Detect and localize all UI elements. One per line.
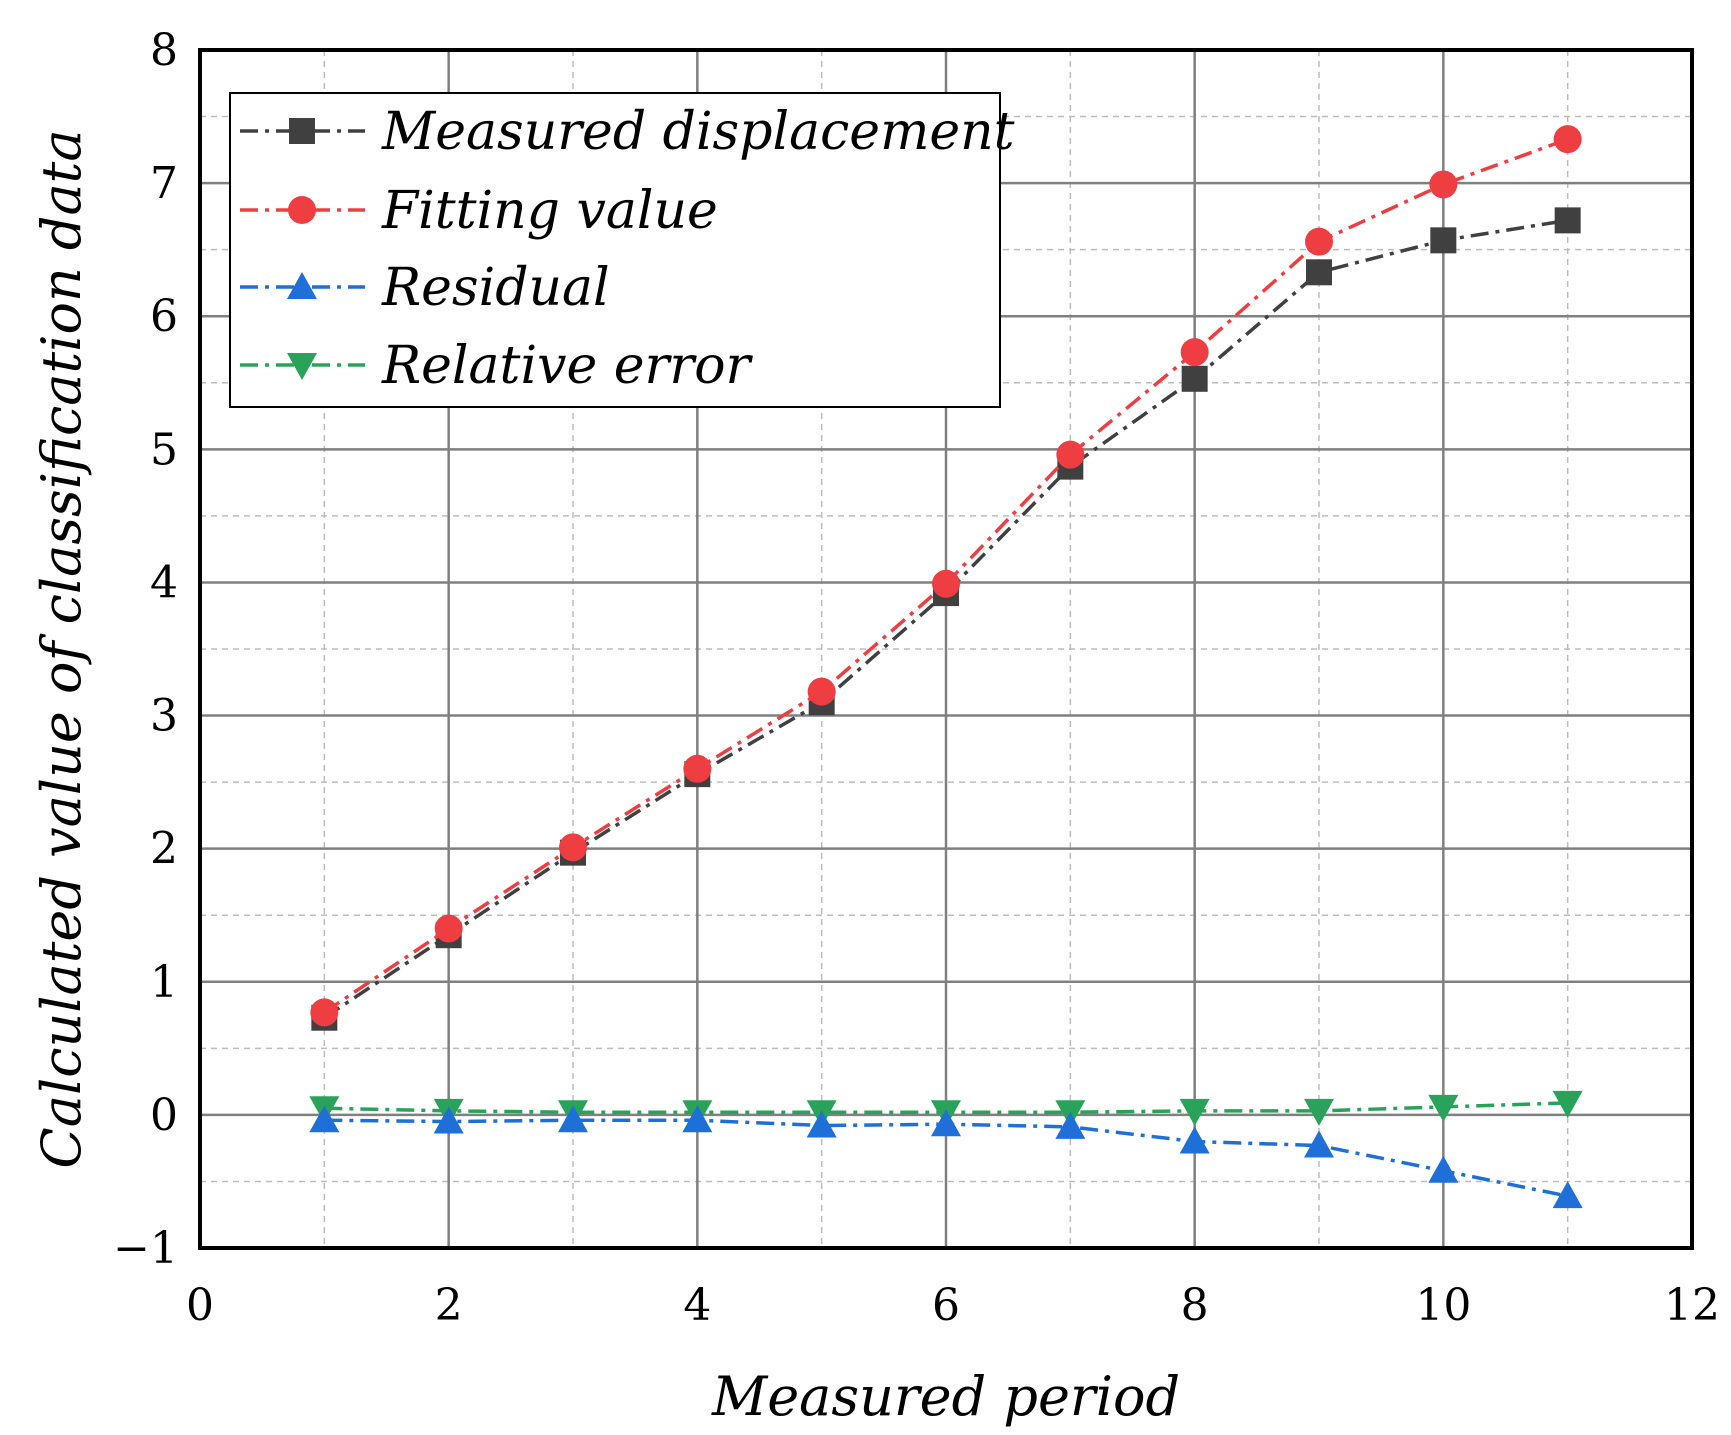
data-point-relative-error (1428, 1094, 1459, 1122)
y-tick-label: 5 (150, 424, 178, 475)
data-point-residual (433, 1106, 464, 1134)
data-point-fitting-value (932, 569, 960, 598)
data-point-fitting-value (434, 914, 463, 943)
data-point-residual (558, 1105, 588, 1133)
data-point-residual (309, 1105, 340, 1133)
x-tick-label: 2 (435, 1280, 463, 1331)
y-tick-label: 7 (150, 158, 178, 209)
x-tick-label: 6 (932, 1280, 960, 1331)
data-point-fitting-value (683, 754, 712, 783)
data-point-measured-displacement (1181, 365, 1208, 392)
data-point-relative-error (1179, 1098, 1210, 1126)
x-tick-label: 8 (1181, 1280, 1209, 1331)
y-tick-label: 1 (150, 957, 178, 1008)
data-point-residual (806, 1110, 837, 1138)
data-point-relative-error (1304, 1098, 1334, 1126)
series-residual (309, 1105, 1583, 1209)
plot-frame (198, 48, 1694, 1250)
x-tick-label: 0 (186, 1280, 214, 1331)
legend-box (229, 92, 1001, 408)
data-point-residual (1428, 1155, 1459, 1183)
x-tick-label: 4 (683, 1280, 711, 1331)
data-point-fitting-value (1429, 170, 1458, 199)
data-point-measured-displacement (1306, 259, 1332, 286)
legend-swatch-marker-fitting-value (288, 196, 316, 224)
data-point-relative-error (1552, 1090, 1583, 1118)
x-tick-labels: 0 2 4 6 8 10 12 (186, 1280, 1720, 1331)
legend-label-measured-displacement: Measured displacement (381, 102, 1015, 162)
x-tick-label: 12 (1664, 1280, 1720, 1331)
data-point-residual (931, 1109, 961, 1137)
data-point-fitting-value (1305, 227, 1333, 256)
y-tick-label: 8 (150, 25, 178, 76)
series-fitting-value (310, 125, 1582, 1027)
data-point-residual (1304, 1130, 1334, 1158)
legend-label-relative-error: Relative error (381, 336, 754, 396)
y-tick-label: −1 (113, 1223, 178, 1274)
data-point-fitting-value (1180, 338, 1209, 367)
legend-label-residual: Residual (381, 258, 610, 318)
data-point-fitting-value (559, 833, 587, 862)
data-point-fitting-value (310, 998, 339, 1027)
x-axis-title: Measured period (711, 1365, 1180, 1428)
data-point-residual (682, 1105, 713, 1133)
data-point-residual (1055, 1111, 1086, 1139)
legend-label-fitting-value: Fitting value (381, 181, 718, 241)
y-tick-label: 0 (150, 1090, 178, 1141)
data-point-fitting-value (1553, 125, 1582, 154)
data-point-residual (1552, 1181, 1583, 1209)
data-point-fitting-value (1056, 440, 1085, 469)
series-layer (309, 125, 1583, 1209)
data-point-measured-displacement (1554, 207, 1581, 234)
data-point-residual (1179, 1126, 1210, 1154)
y-axis-title: Calculated value of classification data (30, 129, 93, 1168)
data-point-fitting-value (807, 677, 836, 706)
legend-swatch-marker-relative-error (287, 353, 317, 380)
legend: Measured displacement Fitting value Residu… (229, 92, 1015, 408)
data-point-measured-displacement (1430, 227, 1457, 254)
y-tick-labels: −1 0 1 2 3 4 5 6 7 8 (113, 25, 178, 1274)
legend-swatch-marker-residual (287, 272, 317, 299)
y-tick-label: 4 (150, 557, 178, 608)
y-tick-label: 2 (150, 824, 178, 875)
legend-swatch-marker-measured-displacement (289, 118, 315, 144)
y-tick-label: 3 (150, 691, 178, 742)
y-tick-label: 6 (150, 291, 178, 342)
x-tick-label: 10 (1415, 1280, 1471, 1331)
